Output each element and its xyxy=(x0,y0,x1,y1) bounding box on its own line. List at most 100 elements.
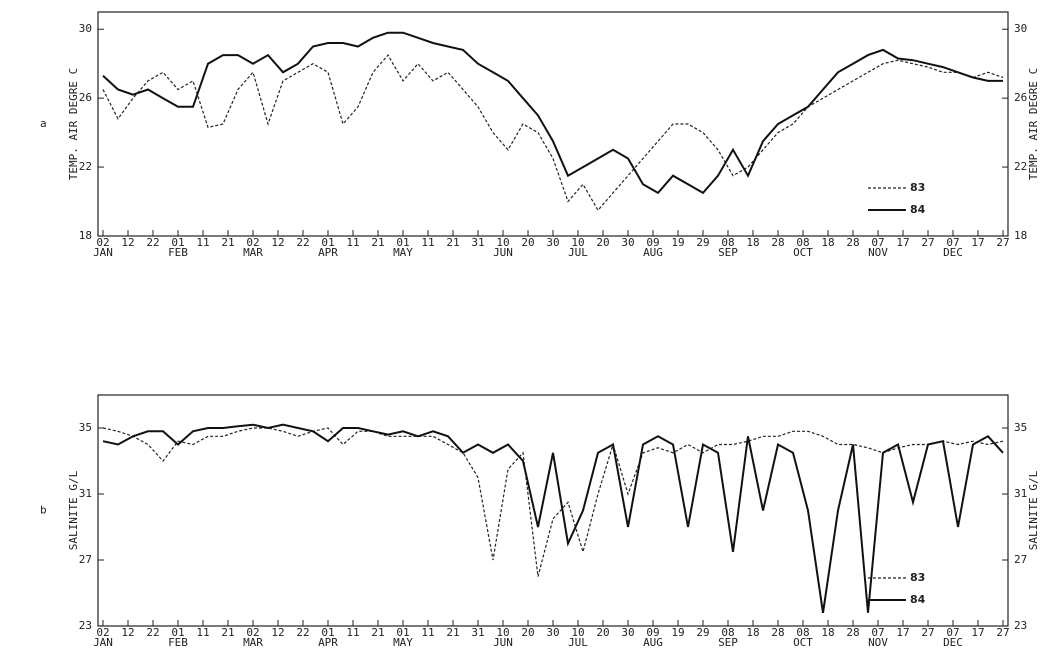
plot-frame xyxy=(97,394,1009,627)
x-month-label: AUG xyxy=(643,246,663,259)
x-tick-label: 17 xyxy=(896,236,909,249)
x-tick-label: 17 xyxy=(971,236,984,249)
x-tick-label: 01 xyxy=(396,236,409,249)
data-line xyxy=(102,427,1004,577)
x-month-label: JUN xyxy=(493,246,513,259)
x-tick-label: 31 xyxy=(471,236,484,249)
x-tick-label: 17 xyxy=(896,626,909,639)
y-tick-label: 18 xyxy=(79,229,92,242)
x-tick-label: 27 xyxy=(921,626,934,639)
x-tick-label: 27 xyxy=(921,236,934,249)
x-month-label: DEC xyxy=(943,636,963,649)
y-tick-label: 30 xyxy=(1014,22,1027,35)
y-axis-label: SALINITE G/L xyxy=(67,470,80,550)
data-line xyxy=(102,31,1003,195)
x-month-label: MAR xyxy=(243,636,263,649)
x-tick-label: 19 xyxy=(671,626,684,639)
x-tick-label: 19 xyxy=(671,236,684,249)
x-tick-label: 22 xyxy=(146,236,159,249)
x-tick-label: 07 xyxy=(946,236,959,249)
x-month-label: MAY xyxy=(393,246,413,259)
panel-label: a xyxy=(40,117,47,130)
x-tick-label: 11 xyxy=(421,626,434,639)
y-tick-label: 22 xyxy=(1014,160,1027,173)
x-month-label: OCT xyxy=(793,246,813,259)
x-tick-label: 21 xyxy=(446,236,459,249)
y-tick-label: 26 xyxy=(79,91,92,104)
x-tick-label: 22 xyxy=(296,236,309,249)
x-tick-label: 21 xyxy=(221,236,234,249)
x-tick-label: 01 xyxy=(321,626,334,639)
x-tick-label: 08 xyxy=(796,626,809,639)
x-month-label: APR xyxy=(318,246,338,259)
x-tick-label: 20 xyxy=(521,236,534,249)
x-month-label: JAN xyxy=(93,246,113,259)
x-tick-label: 02 xyxy=(96,626,109,639)
y-tick-label: 30 xyxy=(79,22,92,35)
x-tick-label: 27 xyxy=(996,236,1009,249)
x-tick-label: 10 xyxy=(496,626,509,639)
x-tick-label: 21 xyxy=(221,626,234,639)
data-line xyxy=(102,423,1004,613)
x-tick-label: 07 xyxy=(871,626,884,639)
x-tick-label: 20 xyxy=(596,236,609,249)
x-tick-label: 27 xyxy=(996,626,1009,639)
x-tick-label: 17 xyxy=(971,626,984,639)
x-tick-label: 30 xyxy=(621,236,634,249)
x-tick-label: 11 xyxy=(196,236,209,249)
x-tick-label: 12 xyxy=(121,236,134,249)
x-tick-label: 01 xyxy=(396,626,409,639)
y-tick-label: 23 xyxy=(1014,619,1027,632)
x-month-label: FEB xyxy=(168,636,188,649)
x-month-label: APR xyxy=(318,636,338,649)
x-month-label: JAN xyxy=(93,636,113,649)
x-tick-label: 18 xyxy=(746,626,759,639)
x-tick-label: 30 xyxy=(546,626,559,639)
x-tick-label: 07 xyxy=(946,626,959,639)
x-tick-label: 11 xyxy=(421,236,434,249)
x-month-label: JUN xyxy=(493,636,513,649)
x-tick-label: 20 xyxy=(596,626,609,639)
x-tick-label: 02 xyxy=(246,626,259,639)
x-tick-label: 01 xyxy=(171,236,184,249)
x-tick-label: 09 xyxy=(646,626,659,639)
x-tick-label: 02 xyxy=(246,236,259,249)
x-tick-label: 28 xyxy=(771,236,784,249)
x-tick-label: 11 xyxy=(346,236,359,249)
x-tick-label: 21 xyxy=(371,236,384,249)
y-tick-label: 23 xyxy=(79,619,92,632)
x-tick-label: 28 xyxy=(846,626,859,639)
x-tick-label: 18 xyxy=(821,626,834,639)
panel-label: b xyxy=(40,504,47,517)
x-tick-label: 22 xyxy=(296,626,309,639)
y-tick-label: 27 xyxy=(1014,553,1027,566)
x-month-label: NOV xyxy=(868,246,888,259)
x-month-label: NOV xyxy=(868,636,888,649)
x-tick-label: 21 xyxy=(446,626,459,639)
x-month-label: JUL xyxy=(568,636,588,649)
legend-label: 83 xyxy=(910,181,925,194)
x-tick-label: 29 xyxy=(696,236,709,249)
x-tick-label: 30 xyxy=(546,236,559,249)
legend-label: 83 xyxy=(910,571,925,584)
y-axis-label: SALINITE G/L xyxy=(1027,470,1040,550)
x-tick-label: 29 xyxy=(696,626,709,639)
x-tick-label: 08 xyxy=(721,626,734,639)
x-month-label: DEC xyxy=(943,246,963,259)
y-tick-label: 26 xyxy=(1014,91,1027,104)
x-tick-label: 21 xyxy=(371,626,384,639)
y-tick-label: 22 xyxy=(79,160,92,173)
plot-frame xyxy=(97,11,1009,237)
x-tick-label: 02 xyxy=(96,236,109,249)
x-tick-label: 07 xyxy=(871,236,884,249)
x-month-label: MAR xyxy=(243,246,263,259)
x-tick-label: 12 xyxy=(121,626,134,639)
x-tick-label: 01 xyxy=(321,236,334,249)
x-tick-label: 31 xyxy=(471,626,484,639)
x-tick-label: 22 xyxy=(146,626,159,639)
x-tick-label: 11 xyxy=(196,626,209,639)
x-month-label: MAY xyxy=(393,636,413,649)
x-month-label: FEB xyxy=(168,246,188,259)
x-tick-label: 10 xyxy=(496,236,509,249)
